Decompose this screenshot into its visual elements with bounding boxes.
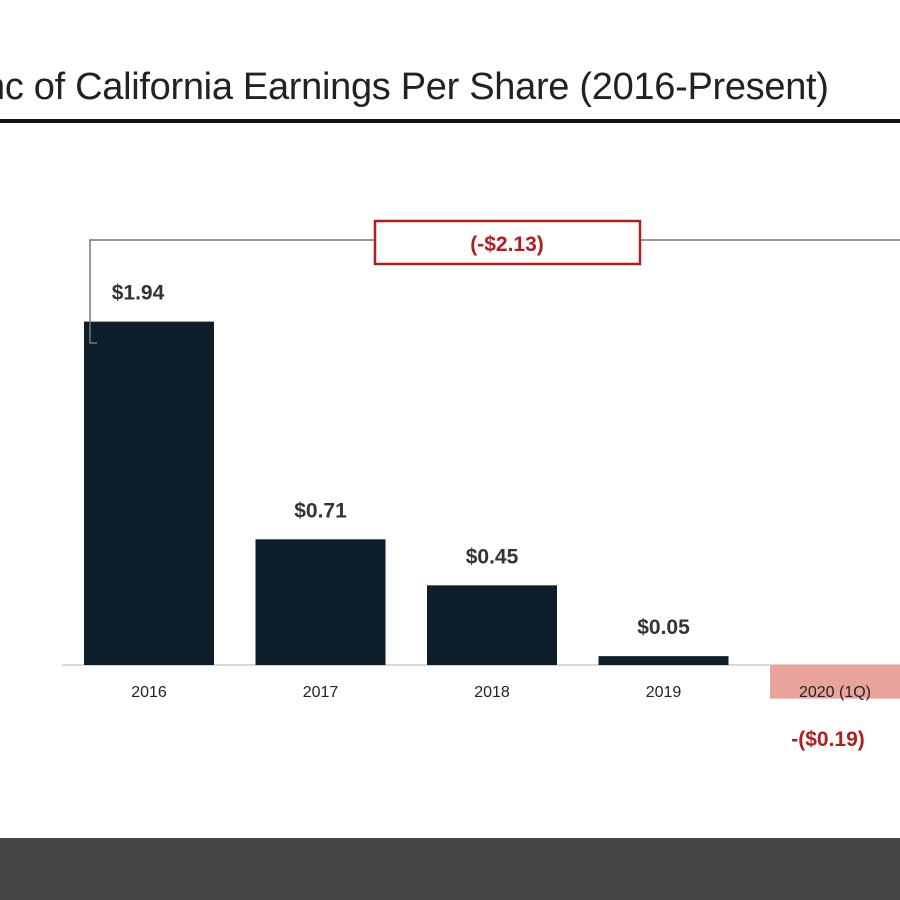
tick-label: 2017 (303, 684, 339, 701)
slide-title: nc of California Earnings Per Share (201… (0, 66, 829, 108)
tick-label: 2018 (474, 684, 510, 701)
bar-2019 (598, 656, 729, 665)
data-labels-group: $1.94 $0.71 $0.45 $0.05 -($0.19) (112, 282, 865, 751)
tick-labels-group: 2016 2017 2018 2019 2020 (1Q) (131, 684, 871, 701)
tick-label: 2019 (646, 684, 682, 701)
bar-2020-1q (770, 665, 900, 699)
change-callout-text: (-$2.13) (470, 233, 544, 256)
data-label: -($0.19) (791, 728, 865, 751)
data-label: $0.71 (294, 499, 347, 522)
data-label: $1.94 (112, 282, 165, 305)
data-label: $0.45 (466, 545, 519, 568)
footer-band (0, 838, 900, 900)
tick-label: 2020 (1Q) (799, 684, 871, 701)
bar-2016 (84, 321, 214, 665)
change-callout-box (373, 219, 642, 266)
tick-label: 2016 (131, 684, 167, 701)
bar-2018 (427, 585, 557, 665)
bar-2017 (255, 539, 386, 665)
data-label: $0.05 (637, 616, 690, 639)
change-annotation: (-$2.13) (89, 219, 900, 344)
title-rule (0, 119, 900, 123)
bars-group (84, 321, 900, 699)
